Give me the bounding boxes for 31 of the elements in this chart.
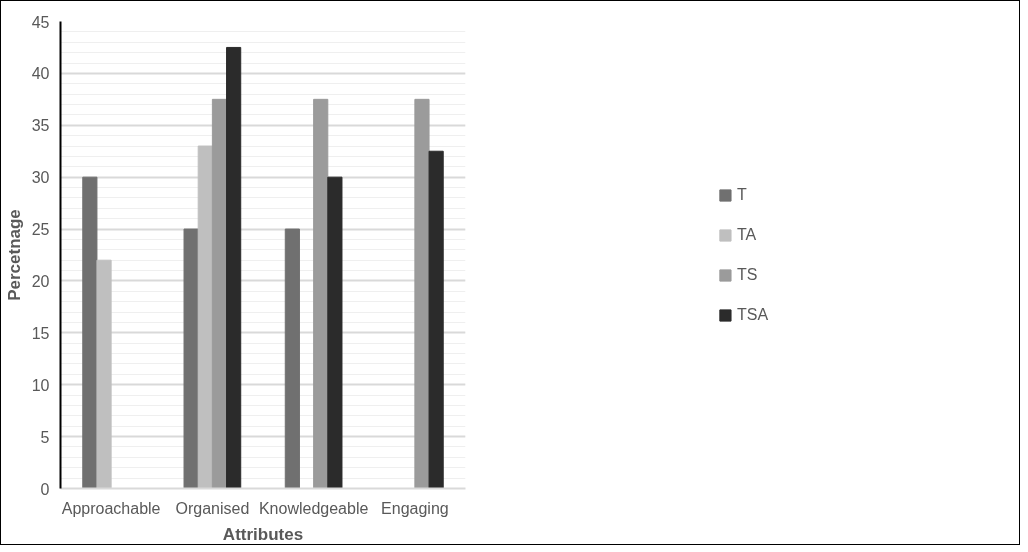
y-tick-label: 20: [31, 272, 50, 290]
x-tick-label: Organised: [175, 499, 250, 517]
y-tick-label: 25: [31, 221, 50, 239]
x-tick-label: Approachable: [61, 499, 161, 517]
y-tick-label: 10: [31, 376, 50, 394]
y-tick-label: 0: [40, 480, 50, 498]
bar: [183, 228, 199, 489]
bar: [197, 145, 213, 489]
bar: [211, 98, 228, 489]
bar: [313, 98, 329, 489]
bar: [96, 259, 112, 489]
x-axis-title: Attributes: [222, 524, 304, 544]
bar: [226, 46, 242, 489]
legend-label: TS: [736, 265, 758, 284]
y-tick-label: 45: [31, 13, 50, 31]
legend-label: TA: [736, 225, 757, 244]
legend-label: T: [736, 185, 748, 204]
y-tick-label: 5: [40, 428, 50, 446]
x-tick-label: Knowledgeable: [258, 499, 369, 517]
x-tick-label: Engaging: [381, 499, 449, 517]
legend-label: TSA: [736, 305, 769, 324]
bar: [82, 176, 98, 489]
y-tick-label: 40: [31, 65, 50, 83]
bar: [327, 176, 343, 489]
y-tick-label: 35: [31, 117, 50, 135]
y-axis-title: Percetnage: [4, 209, 24, 301]
y-tick-label: 15: [31, 324, 50, 342]
bar: [428, 150, 444, 489]
y-tick-label: 30: [31, 169, 50, 187]
bar: [284, 228, 300, 489]
bar: [414, 98, 430, 489]
